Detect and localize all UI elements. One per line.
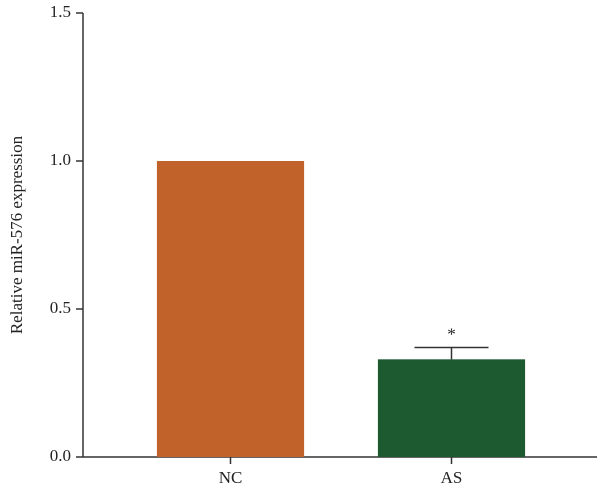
y-tick-label: 0.0 [50, 446, 71, 465]
x-tick-label: NC [219, 468, 243, 487]
significance-label: * [447, 324, 456, 343]
x-tick-label: AS [441, 468, 463, 487]
bar [377, 359, 526, 457]
y-tick-label: 1.5 [50, 2, 71, 21]
y-tick-label: 1.0 [50, 150, 71, 169]
y-axis-label: Relative miR-576 expression [7, 135, 26, 334]
y-tick-label: 0.5 [50, 298, 71, 317]
bar [156, 161, 305, 457]
error-bar [414, 346, 489, 360]
